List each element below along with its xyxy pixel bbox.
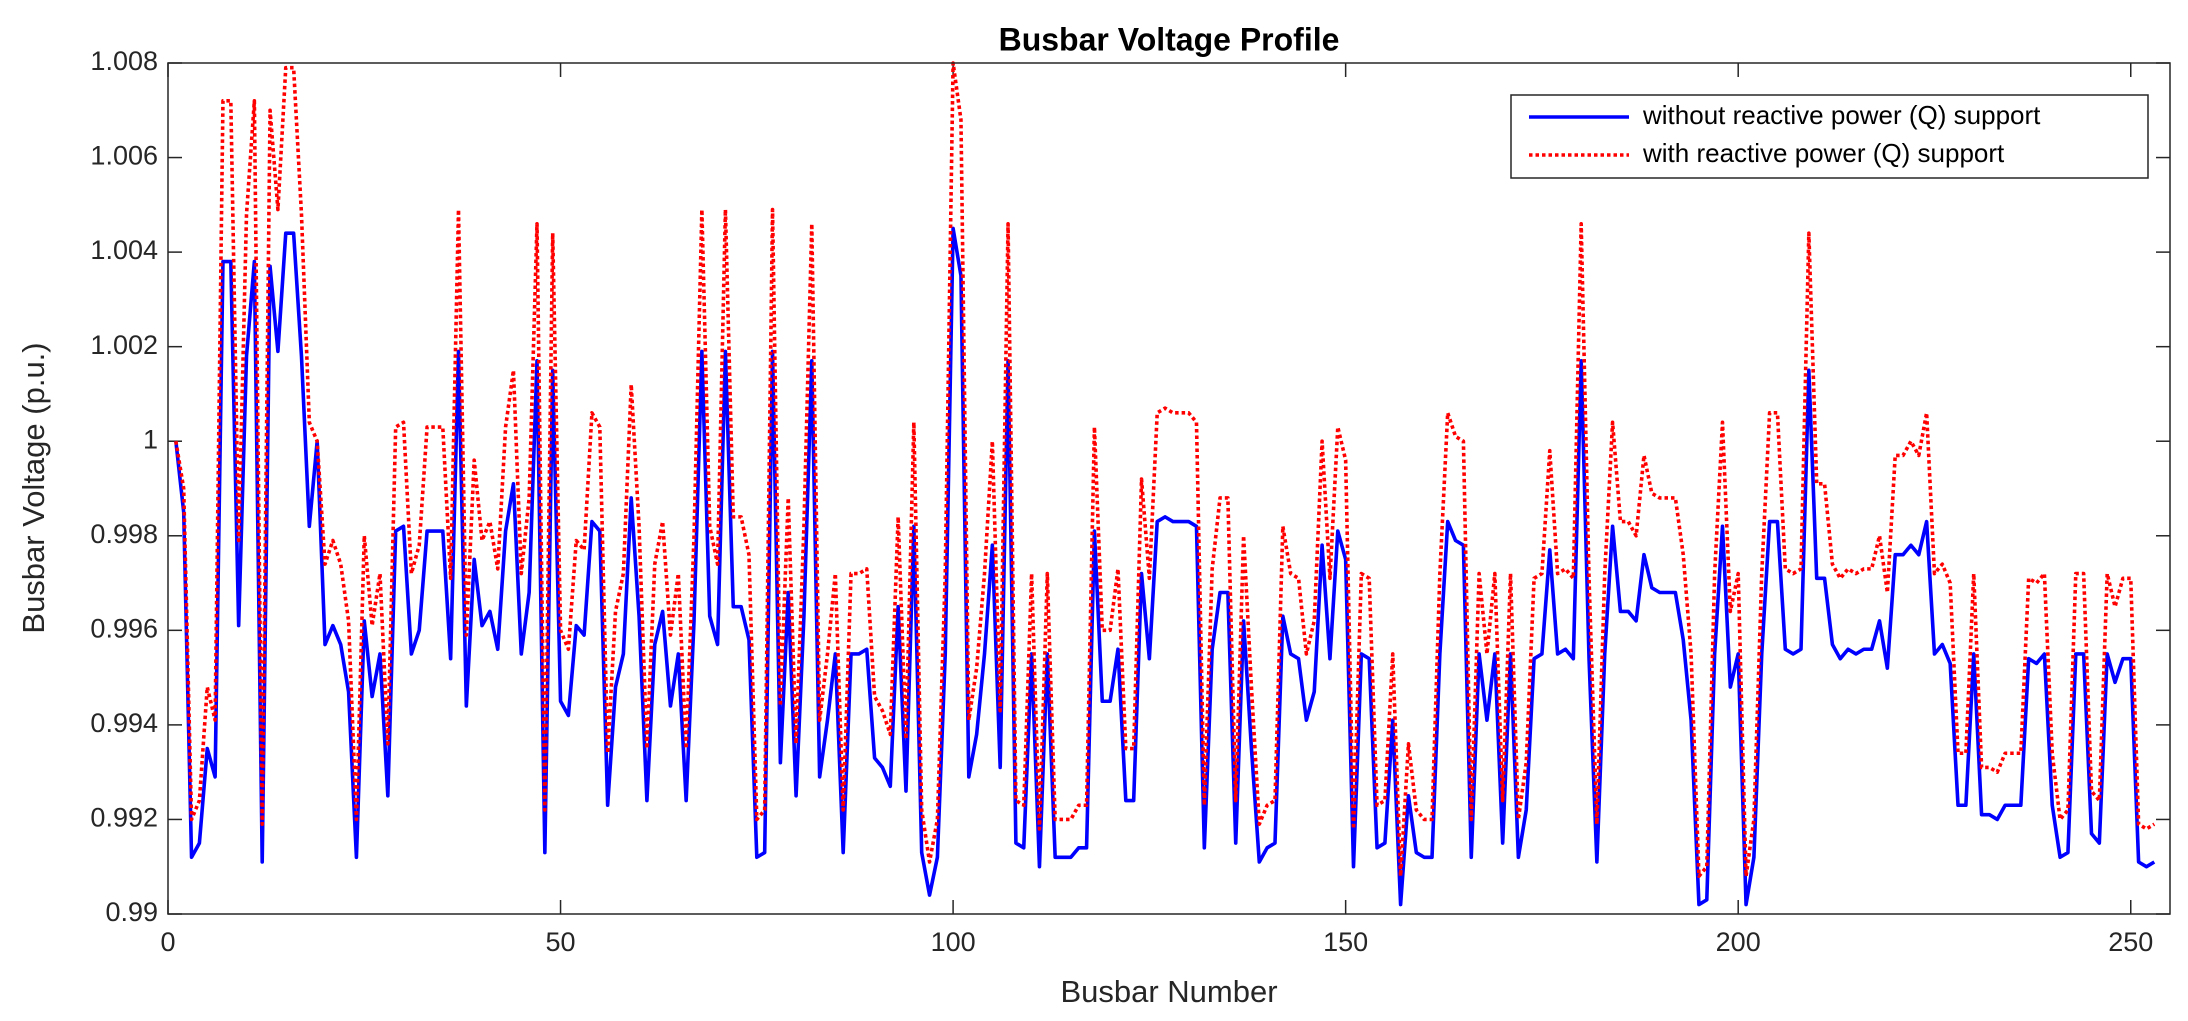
x-tick-label: 250 bbox=[2108, 927, 2153, 957]
legend-label: with reactive power (Q) support bbox=[1642, 138, 2005, 168]
chart-title: Busbar Voltage Profile bbox=[999, 21, 1340, 57]
x-tick-label: 200 bbox=[1716, 927, 1761, 957]
x-tick-label: 0 bbox=[160, 927, 175, 957]
y-tick-label: 0.998 bbox=[90, 519, 158, 549]
y-tick-label: 0.994 bbox=[90, 708, 158, 738]
y-tick-label: 1.004 bbox=[90, 235, 158, 265]
y-tick-label: 1.002 bbox=[90, 330, 158, 360]
y-tick-label: 1 bbox=[143, 424, 158, 454]
x-axis-label: Busbar Number bbox=[1060, 974, 1277, 1009]
x-tick-label: 100 bbox=[931, 927, 976, 957]
y-tick-label: 0.996 bbox=[90, 613, 158, 643]
x-tick-label: 50 bbox=[546, 927, 576, 957]
legend-label: without reactive power (Q) support bbox=[1642, 100, 2041, 130]
y-axis-label: Busbar Voltage (p.u.) bbox=[16, 342, 51, 633]
legend-box bbox=[1510, 94, 2149, 179]
y-tick-label: 0.992 bbox=[90, 803, 158, 833]
x-tick-label: 150 bbox=[1323, 927, 1368, 957]
plot-frame bbox=[167, 62, 2171, 915]
y-tick-label: 1.006 bbox=[90, 141, 158, 171]
y-tick-label: 1.008 bbox=[90, 46, 158, 76]
data-line bbox=[174, 61, 2156, 878]
y-tick-label: 0.99 bbox=[105, 897, 158, 927]
data-line bbox=[174, 226, 2156, 907]
